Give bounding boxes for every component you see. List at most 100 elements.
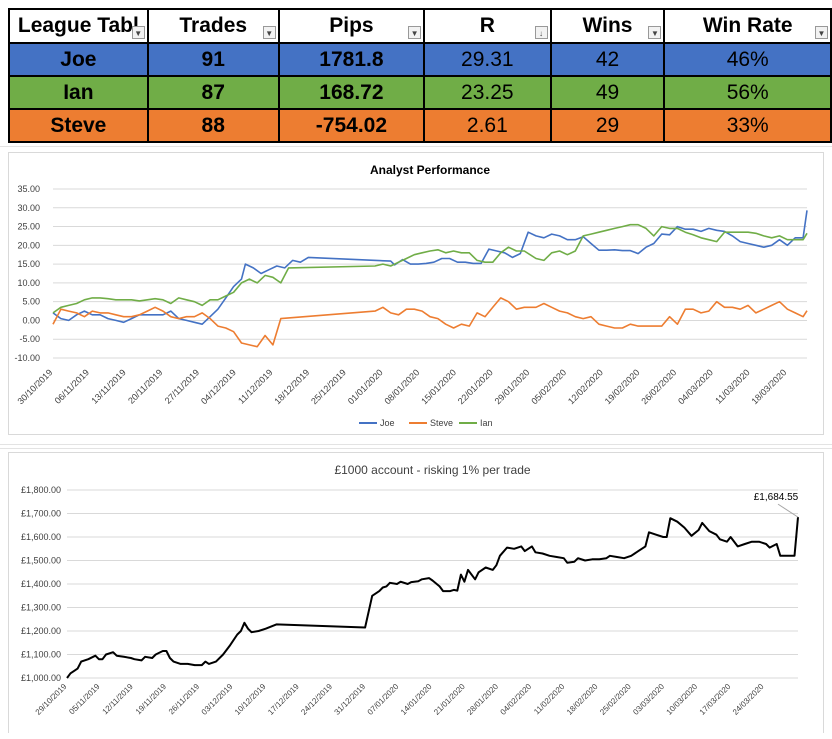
series-line xyxy=(52,223,808,314)
analyst-performance-svg: Analyst Performance 35.00 30.00 25.00 20.00 1… xyxy=(14,163,808,428)
row-pips-cell[interactable]: 168.72 xyxy=(277,75,426,110)
x-tick-label: 07/01/2020 xyxy=(366,682,401,717)
chart-title: Analyst Performance xyxy=(370,163,490,177)
annotation-leader xyxy=(777,503,799,518)
x-tick-label: 20/11/2019 xyxy=(126,367,164,405)
x-tick-label: 05/11/2019 xyxy=(67,682,102,717)
row-r-cell[interactable]: 2.61 xyxy=(423,108,552,143)
league-table-header-row: League Tabl ▼ Trades ▼ Pips ▼ R ↓ Wins ▼ Win … xyxy=(8,8,832,44)
row-pips-cell[interactable]: -754.02 xyxy=(277,108,426,143)
filter-dropdown-icon[interactable]: ▼ xyxy=(815,26,828,39)
row-pips-cell[interactable]: 1781.8 xyxy=(277,42,426,77)
row-name-cell[interactable]: Ian xyxy=(8,75,149,110)
account-balance-svg: £1000 account - risking 1% per trade £1,8… xyxy=(21,463,799,717)
row-name-cell[interactable]: Joe xyxy=(8,42,149,77)
y-tick-label: -10.00 xyxy=(14,353,40,363)
y-tick-label: 15.00 xyxy=(17,259,40,269)
league-table: League Tabl ▼ Trades ▼ Pips ▼ R ↓ Wins ▼ Win … xyxy=(8,8,832,143)
row-win-rate-cell[interactable]: 56% xyxy=(663,75,832,110)
x-tick-label: 19/11/2019 xyxy=(134,682,169,717)
filter-dropdown-icon[interactable]: ▼ xyxy=(131,26,145,39)
y-tick-label: 0.00 xyxy=(22,315,40,325)
x-tick-label: 31/12/2019 xyxy=(333,682,368,717)
sort-filter-icon[interactable]: ↓ xyxy=(534,26,548,39)
x-tick-label: 03/03/2020 xyxy=(631,682,666,717)
x-tick-label: 03/12/2019 xyxy=(200,682,235,717)
filter-dropdown-icon[interactable]: ▼ xyxy=(408,26,422,39)
account-balance-chart[interactable]: £1000 account - risking 1% per trade £1,8… xyxy=(8,452,824,733)
header-pips-label: Pips xyxy=(329,14,374,37)
y-tick-label: £1,000.00 xyxy=(21,673,61,683)
x-tick-label: 30/10/2019 xyxy=(15,367,54,406)
header-trades-label: Trades xyxy=(179,14,248,37)
x-tick-label: 05/02/2020 xyxy=(529,367,568,406)
y-tick-label: £1,500.00 xyxy=(21,556,61,566)
x-tick-label: 08/01/2020 xyxy=(382,367,421,406)
table-row: Ian 87 168.72 23.25 49 56% xyxy=(8,75,832,110)
x-tick-label: 27/11/2019 xyxy=(163,367,201,405)
header-r: R ↓ xyxy=(423,8,552,44)
row-wins-cell[interactable]: 42 xyxy=(549,42,666,77)
x-tick-label: 12/11/2019 xyxy=(101,682,136,717)
y-tick-label: £1,700.00 xyxy=(21,509,61,519)
table-row: Joe 91 1781.8 29.31 42 46% xyxy=(8,42,832,77)
x-tick-label: 25/02/2020 xyxy=(598,682,633,717)
x-tick-label: 18/03/2020 xyxy=(749,367,788,406)
x-tick-label: 18/12/2019 xyxy=(272,367,311,406)
x-tick-label: 29/01/2020 xyxy=(493,367,532,406)
x-tick-label: 10/12/2019 xyxy=(233,682,268,717)
x-tick-label: 12/02/2020 xyxy=(566,367,605,406)
row-name-cell[interactable]: Steve xyxy=(8,108,149,143)
y-tick-label: £1,300.00 xyxy=(21,603,61,613)
x-tick-label: 26/02/2020 xyxy=(639,367,678,406)
header-r-label: R xyxy=(479,14,495,37)
y-tick-label: £1,100.00 xyxy=(21,650,61,660)
table-row: Steve 88 -754.02 2.61 29 33% xyxy=(8,108,832,143)
row-trades-cell[interactable]: 91 xyxy=(146,42,280,77)
row-trades-cell[interactable]: 87 xyxy=(146,75,280,110)
row-wins-cell[interactable]: 49 xyxy=(549,75,666,110)
x-tick-label: 04/03/2020 xyxy=(676,367,715,406)
row-trades-cell[interactable]: 88 xyxy=(146,108,280,143)
header-win-rate: Win Rate ▼ xyxy=(663,8,832,44)
row-win-rate-cell[interactable]: 33% xyxy=(663,108,832,143)
chart-title: £1000 account - risking 1% per trade xyxy=(334,463,530,477)
row-r-cell[interactable]: 23.25 xyxy=(423,75,552,110)
filter-dropdown-icon[interactable]: ▼ xyxy=(648,26,662,39)
y-tick-label: £1,600.00 xyxy=(21,532,61,542)
y-tick-label: 10.00 xyxy=(17,278,40,288)
row-wins-cell[interactable]: 29 xyxy=(549,108,666,143)
header-pips: Pips ▼ xyxy=(277,8,426,44)
x-tick-label: 01/01/2020 xyxy=(346,367,385,406)
x-tick-label: 11/12/2019 xyxy=(236,367,274,405)
x-tick-label: 19/02/2020 xyxy=(603,367,642,406)
x-tick-label: 21/01/2020 xyxy=(432,682,467,717)
header-name-label: League Tabl xyxy=(17,14,139,37)
y-tick-label: £1,200.00 xyxy=(21,626,61,636)
x-tick-label: 25/12/2019 xyxy=(309,367,348,406)
x-tick-label: 14/01/2020 xyxy=(399,682,434,717)
y-tick-label: 30.00 xyxy=(17,203,40,213)
header-wins-label: Wins xyxy=(582,14,633,37)
x-tick-label: 24/12/2019 xyxy=(299,682,334,717)
header-win-rate-label: Win Rate xyxy=(702,14,793,37)
filter-dropdown-icon[interactable]: ▼ xyxy=(262,26,276,39)
analyst-performance-chart[interactable]: Analyst Performance 35.00 30.00 25.00 20.00 1… xyxy=(8,152,824,435)
header-name: League Tabl ▼ xyxy=(8,8,149,44)
y-tick-label: 5.00 xyxy=(22,297,40,307)
y-tick-label: £1,800.00 xyxy=(21,485,61,495)
series-line xyxy=(66,517,799,679)
x-tick-label: 15/01/2020 xyxy=(419,367,458,406)
row-win-rate-cell[interactable]: 46% xyxy=(663,42,832,77)
y-tick-label: 25.00 xyxy=(17,222,40,232)
y-tick-label: £1,400.00 xyxy=(21,579,61,589)
x-tick-label: 18/02/2020 xyxy=(565,682,600,717)
legend-label: Joe xyxy=(380,418,395,428)
series-line xyxy=(52,297,808,348)
x-tick-label: 11/02/2020 xyxy=(532,682,567,717)
x-tick-label: 04/02/2020 xyxy=(499,682,534,717)
x-tick-label: 17/03/2020 xyxy=(698,682,733,717)
x-tick-label: 29/10/2019 xyxy=(34,682,69,717)
x-tick-label: 13/11/2019 xyxy=(89,367,127,405)
row-r-cell[interactable]: 29.31 xyxy=(423,42,552,77)
